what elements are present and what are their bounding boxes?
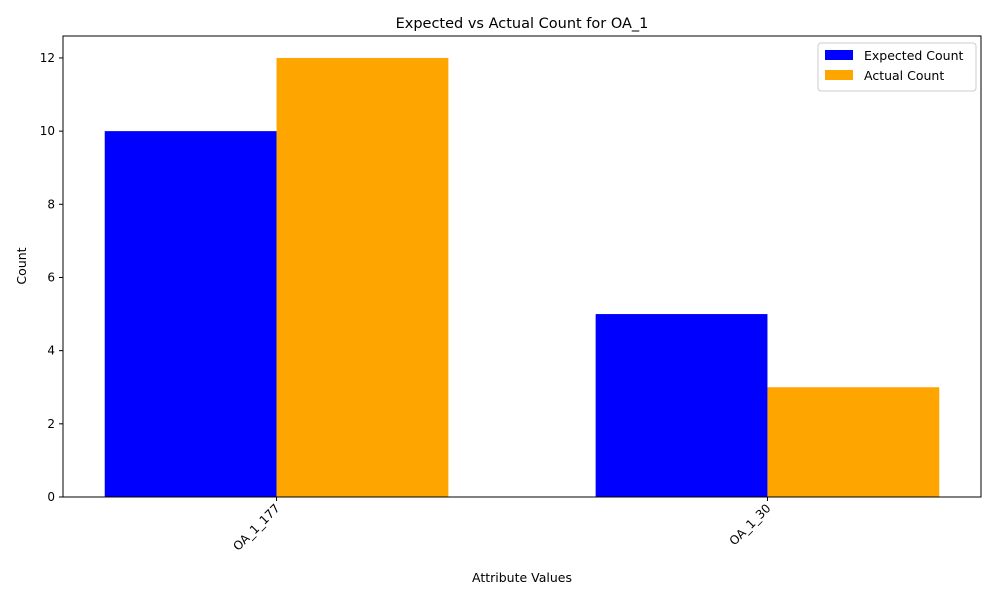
bar-expected-0 bbox=[104, 131, 277, 497]
y-tick-label: 2 bbox=[47, 417, 55, 431]
legend-swatch-0 bbox=[825, 50, 853, 60]
legend-label-0: Expected Count bbox=[864, 48, 964, 63]
x-tick-label: OA_1_177 bbox=[230, 501, 282, 553]
bar-expected-1 bbox=[595, 314, 768, 497]
plot-area: 0 2 4 6 8 10 12 OA_1_177 OA_1_30 bbox=[40, 35, 982, 554]
y-tick-label: 10 bbox=[40, 124, 55, 138]
y-axis-label: Count bbox=[14, 247, 29, 284]
legend-label-1: Actual Count bbox=[864, 68, 944, 83]
legend-box bbox=[817, 42, 977, 92]
bar-actual-0 bbox=[276, 57, 449, 497]
bar-actual-1 bbox=[767, 387, 940, 497]
y-tick-label: 4 bbox=[47, 344, 55, 358]
y-tick-label: 12 bbox=[40, 51, 55, 65]
y-tick-label: 6 bbox=[47, 270, 55, 284]
legend: Expected Count Actual Count bbox=[817, 42, 977, 92]
axes-frame bbox=[62, 35, 982, 498]
y-tick-label: 8 bbox=[47, 197, 55, 211]
chart-title: Expected vs Actual Count for OA_1 bbox=[396, 16, 649, 32]
x-axis-label: Attribute Values bbox=[472, 570, 572, 585]
y-tick-label: 0 bbox=[47, 490, 55, 504]
legend-swatch-1 bbox=[825, 70, 853, 80]
x-tick-label: OA_1_30 bbox=[727, 501, 774, 548]
